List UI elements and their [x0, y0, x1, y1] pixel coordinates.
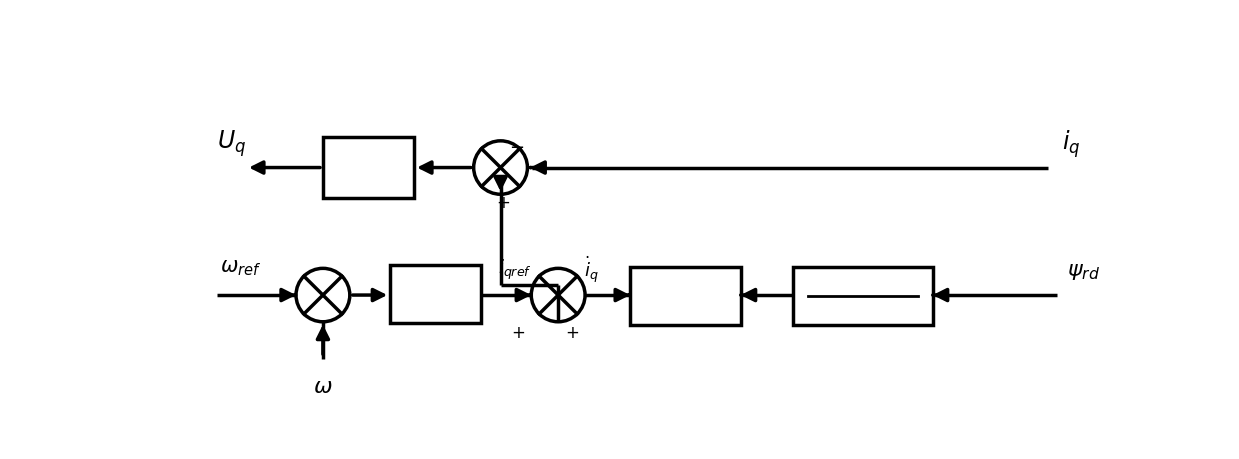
- Text: $\psi_{rd}$: $\psi_{rd}$: [1067, 260, 1100, 282]
- Text: $\dot{i}_q$: $\dot{i}_q$: [585, 254, 600, 284]
- Bar: [323, 138, 414, 198]
- Text: $i_q$: $i_q$: [1062, 128, 1080, 159]
- Text: 移相: 移相: [673, 297, 698, 317]
- Text: $+$: $+$: [496, 194, 510, 211]
- Text: $T_e$: $T_e$: [852, 274, 873, 296]
- Text: $+$: $+$: [510, 324, 525, 341]
- Text: $P\psi_{rd}$: $P\psi_{rd}$: [844, 297, 882, 318]
- Text: 限幅: 限幅: [673, 278, 698, 297]
- Text: $PI$: $PI$: [357, 157, 380, 179]
- Text: $\omega$: $\omega$: [313, 375, 333, 397]
- Text: $-$: $-$: [509, 136, 524, 155]
- Bar: [793, 267, 933, 325]
- Text: $PI$: $PI$: [424, 283, 447, 306]
- Bar: [631, 267, 741, 325]
- Text: $i_{qref}$: $i_{qref}$: [498, 257, 532, 281]
- Text: $+$: $+$: [565, 324, 579, 341]
- Text: $\omega_{ref}$: $\omega_{ref}$: [221, 257, 261, 277]
- Text: $U_q$: $U_q$: [217, 128, 247, 159]
- Bar: [390, 265, 481, 324]
